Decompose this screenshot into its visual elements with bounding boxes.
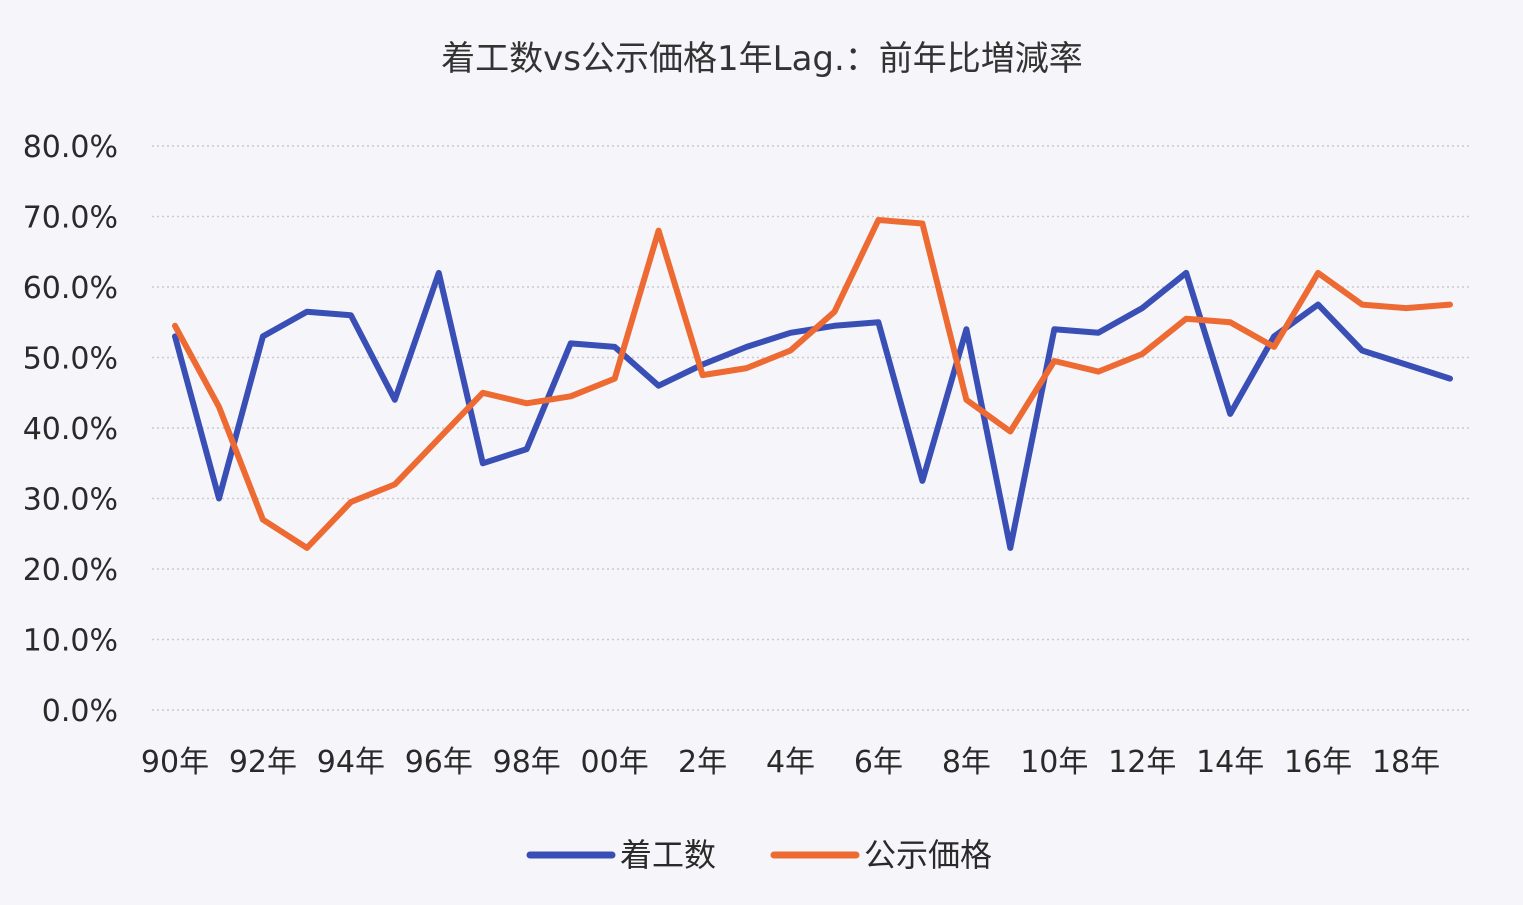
y-tick-label: 30.0% [23,483,118,518]
y-axis-ticks: 0.0% 10.0% 20.0% 30.0% 40.0% 50.0% 60.0% 70.0% 8… [23,130,118,729]
x-tick-label: 4年 [766,745,815,780]
x-tick-label: 18年 [1372,745,1440,780]
y-tick-label: 80.0% [23,130,118,165]
y-tick-label: 10.0% [23,624,118,659]
y-tick-label: 0.0% [42,694,118,729]
x-tick-label: 6年 [854,745,903,780]
x-tick-label: 10年 [1020,745,1088,780]
x-tick-label: 98年 [493,745,561,780]
legend-label: 公示価格 [864,836,992,874]
y-tick-label: 50.0% [23,342,118,377]
x-tick-label: 96年 [405,745,473,780]
y-tick-label: 70.0% [23,201,118,236]
legend: 着工数 公示価格 [526,836,992,874]
y-tick-label: 60.0% [23,271,118,306]
x-tick-label: 90年 [141,745,209,780]
x-tick-label: 16年 [1284,745,1352,780]
x-tick-label: 2年 [678,745,727,780]
x-tick-label: 14年 [1196,745,1264,780]
series-lines [172,217,1453,551]
x-tick-label: 12年 [1108,745,1176,780]
x-tick-label: 8年 [942,745,991,780]
y-tick-label: 40.0% [23,412,118,447]
x-tick-label: 92年 [229,745,297,780]
chart-title: 着工数vs公示価格1年Lag.：前年比増減率 [441,39,1083,79]
y-tick-label: 20.0% [23,553,118,588]
x-tick-label: 94年 [317,745,385,780]
series-line-0 [172,269,1453,551]
x-axis-ticks: 90年 92年 94年 96年 98年 00年 2年 4年 6年 8年 10年 12年 14年 16年 18… [141,745,1440,780]
x-tick-label: 00年 [581,745,649,780]
gridlines [152,145,1470,711]
series-line-1 [172,217,1453,551]
legend-label: 着工数 [620,836,716,874]
